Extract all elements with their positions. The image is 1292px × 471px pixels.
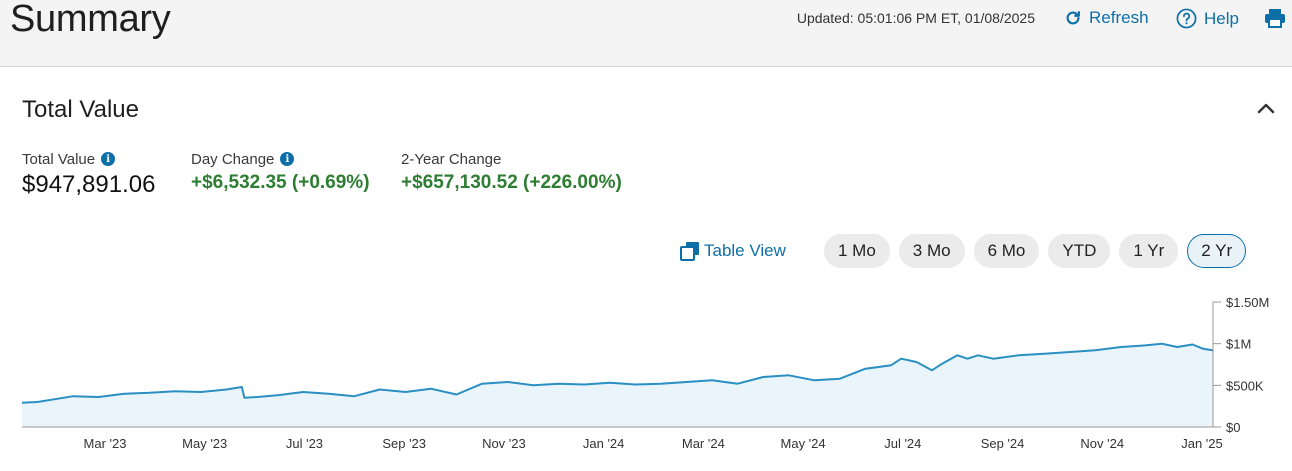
range-1mo-button[interactable]: 1 Mo xyxy=(824,234,890,268)
total-value-label: Total Value xyxy=(22,150,96,168)
day-change-amount: +$6,532.35 (+0.69%) xyxy=(191,172,370,193)
chart-area xyxy=(22,343,1213,427)
print-icon[interactable] xyxy=(1264,8,1286,28)
refresh-link[interactable]: Refresh xyxy=(1064,8,1149,28)
y-tick-label: $500K xyxy=(1226,378,1264,393)
y-tick-label: $0 xyxy=(1226,420,1240,435)
chart-line xyxy=(21,342,1214,404)
y-tick-label: $1.50M xyxy=(1226,295,1269,310)
period-change-amount: +$657,130.52 (+226.00%) xyxy=(401,172,622,193)
x-tick-label: Nov '23 xyxy=(482,436,526,451)
x-tick-label: May '23 xyxy=(182,436,227,451)
page-header: Summary Updated: 05:01:06 PM ET, 01/08/2… xyxy=(0,0,1292,67)
x-tick-label: Jul '24 xyxy=(884,436,921,451)
total-value-amount: $947,891.06 xyxy=(22,171,156,198)
updated-timestamp: Updated: 05:01:06 PM ET, 01/08/2025 xyxy=(796,10,1035,26)
x-tick-label: Mar '24 xyxy=(682,436,725,451)
range-2yr-button[interactable]: 2 Yr xyxy=(1187,234,1247,268)
table-view-icon xyxy=(680,242,699,261)
page-title: Summary xyxy=(10,0,171,40)
help-icon xyxy=(1176,8,1197,29)
range-selector: 1 Mo 3 Mo 6 Mo YTD 1 Yr 2 Yr xyxy=(824,234,1247,268)
x-tick-label: May '24 xyxy=(781,436,826,451)
section-title: Total Value xyxy=(22,96,139,123)
x-tick-label: Nov '24 xyxy=(1080,436,1124,451)
x-tick-label: Sep '23 xyxy=(382,436,426,451)
total-value-metric: Total Value i $947,891.06 xyxy=(22,150,155,199)
range-6mo-button[interactable]: 6 Mo xyxy=(973,234,1040,268)
y-tick-label: $1M xyxy=(1226,337,1251,352)
x-tick-label: Jan '24 xyxy=(583,436,625,451)
info-icon[interactable]: i xyxy=(101,152,116,166)
help-link[interactable]: Help xyxy=(1176,8,1239,29)
info-icon[interactable]: i xyxy=(280,152,295,166)
range-3mo-button[interactable]: 3 Mo xyxy=(898,234,965,268)
x-tick-label: Sep '24 xyxy=(981,436,1025,451)
day-change-metric: Day Change i +$6,532.35 (+0.69%) xyxy=(191,150,370,194)
x-tick-label: Jul '23 xyxy=(286,436,323,451)
table-view-label: Table View xyxy=(704,241,786,260)
table-view-link[interactable]: Table View xyxy=(680,241,786,261)
x-tick-label: Jan '25 xyxy=(1181,436,1223,451)
period-change-label: 2-Year Change xyxy=(401,150,502,168)
period-change-metric: 2-Year Change +$657,130.52 (+226.00%) xyxy=(401,150,622,194)
refresh-icon xyxy=(1066,11,1080,25)
total-value-chart: $1.50M $1M $500K $0 Mar '23 May '23 Jul '23 Sep… xyxy=(21,295,1269,451)
x-tick-label: Mar '23 xyxy=(84,436,127,451)
range-1yr-button[interactable]: 1 Yr xyxy=(1119,234,1179,268)
refresh-label: Refresh xyxy=(1089,8,1149,27)
range-ytd-button[interactable]: YTD xyxy=(1048,234,1111,268)
help-label: Help xyxy=(1204,8,1239,28)
chevron-up-icon[interactable] xyxy=(1256,100,1276,116)
day-change-label: Day Change xyxy=(191,150,275,168)
